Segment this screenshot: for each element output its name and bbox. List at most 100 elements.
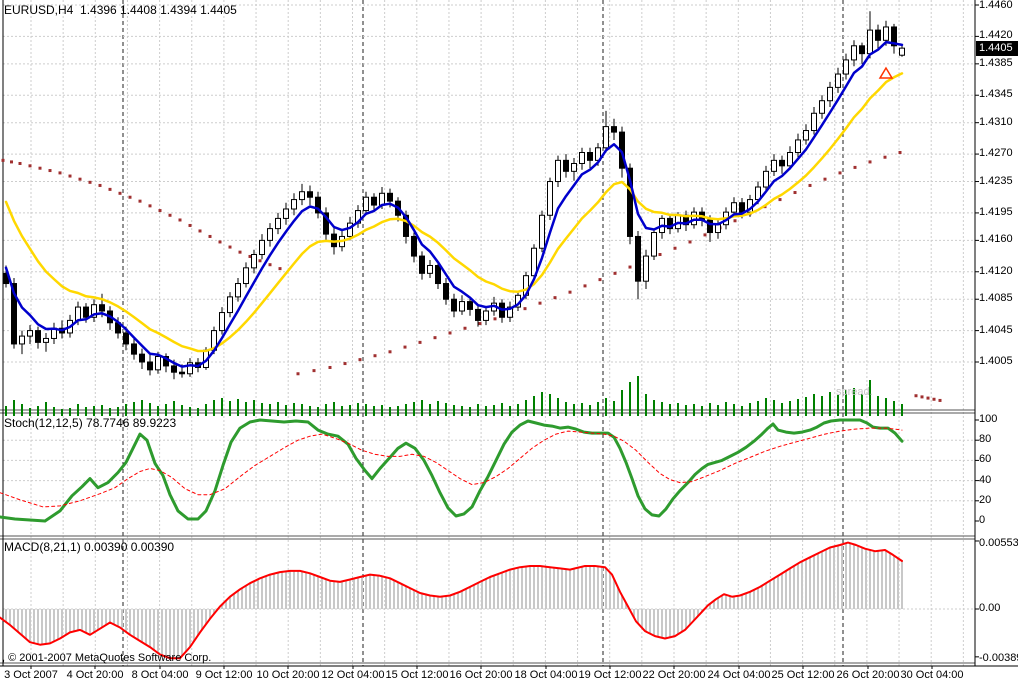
stoch-axis-label: 60 xyxy=(979,453,992,466)
macd-histogram-bar xyxy=(201,609,203,630)
sar-dots-ascending xyxy=(358,358,362,362)
macd-histogram-bar xyxy=(373,575,375,609)
candle-body xyxy=(139,353,145,363)
volume-bar xyxy=(77,404,79,416)
volume-bar xyxy=(565,402,567,416)
macd-histogram-bar xyxy=(189,609,191,648)
sar-dots-ascending xyxy=(778,198,782,202)
macd-histogram-bar xyxy=(769,580,771,609)
macd-histogram-bar xyxy=(461,590,463,609)
candle-body xyxy=(371,196,377,206)
macd-histogram-bar xyxy=(557,568,559,609)
macd-histogram-bar xyxy=(257,579,259,609)
candle-body xyxy=(627,167,633,237)
candle-body xyxy=(899,47,905,56)
volume-bar xyxy=(885,398,887,416)
candle-body xyxy=(875,29,881,41)
volume-bar xyxy=(637,376,639,416)
macd-histogram-bar xyxy=(573,568,575,609)
sar-dots-descending xyxy=(108,187,112,191)
volume-bar xyxy=(461,406,463,416)
macd-histogram-bar xyxy=(109,609,111,623)
macd-histogram-bar xyxy=(677,609,679,635)
macd-histogram-bar xyxy=(253,581,255,609)
macd-histogram-bar xyxy=(565,569,567,609)
candle-body xyxy=(843,59,849,75)
macd-histogram-bar xyxy=(449,595,451,609)
macd-histogram-bar xyxy=(173,609,175,659)
macd-histogram-bar xyxy=(325,579,327,609)
macd-histogram-bar xyxy=(497,574,499,609)
macd-histogram-bar xyxy=(133,609,135,638)
macd-histogram-bar xyxy=(773,578,775,609)
macd-histogram-bar xyxy=(777,575,779,609)
macd-histogram-bar xyxy=(697,609,699,617)
volume-bar xyxy=(293,403,295,416)
candle-body xyxy=(475,308,481,321)
macd-histogram-bar xyxy=(341,581,343,609)
sar-dots-descending xyxy=(88,180,92,184)
volume-bar xyxy=(757,401,759,416)
candle-body xyxy=(563,159,569,172)
sar-dots-descending xyxy=(148,204,152,208)
sar-dots-descending xyxy=(58,171,62,175)
candle-body xyxy=(539,214,545,249)
macd-histogram-bar xyxy=(541,566,543,609)
candle-body xyxy=(291,199,297,210)
macd-histogram-bar xyxy=(837,545,839,609)
macd-histogram-bar xyxy=(237,590,239,609)
time-axis-label: 19 Oct 12:00 xyxy=(578,669,642,681)
volume-bar xyxy=(789,401,791,416)
price-axis-label: 1.4385 xyxy=(979,56,1013,69)
macd-histogram-bar xyxy=(349,579,351,609)
macd-histogram-bar xyxy=(145,609,147,645)
volume-bar xyxy=(93,406,95,416)
volume-bar xyxy=(629,382,631,416)
stoch-axis-label: 20 xyxy=(979,493,992,506)
candle-body xyxy=(179,371,185,375)
candle-body xyxy=(387,192,393,202)
sar-dots-tail xyxy=(914,394,918,398)
macd-histogram-bar xyxy=(85,609,87,633)
macd-histogram-bar xyxy=(57,609,59,640)
volume-bar xyxy=(109,408,111,416)
macd-histogram-bar xyxy=(81,609,83,631)
macd-histogram-bar xyxy=(5,609,7,623)
macd-histogram-bar xyxy=(793,565,795,609)
sar-dots-tail xyxy=(938,398,942,402)
macd-histogram-bar xyxy=(225,600,227,609)
candle-body xyxy=(611,126,617,133)
macd-histogram-bar xyxy=(113,609,115,625)
macd-histogram-bar xyxy=(877,550,879,609)
volume-bar xyxy=(237,399,239,416)
volume-bar xyxy=(101,405,103,416)
macd-histogram-bar xyxy=(653,609,655,636)
macd-histogram-bar xyxy=(441,596,443,609)
price-axis-label: 1.4160 xyxy=(979,233,1013,246)
volume-bar xyxy=(389,407,391,416)
sar-dots-ascending xyxy=(823,177,827,181)
sar-dots-descending xyxy=(28,164,32,168)
macd-histogram-bar xyxy=(277,572,279,609)
volume-bar xyxy=(277,402,279,416)
macd-histogram-bar xyxy=(293,570,295,609)
macd-histogram-bar xyxy=(153,609,155,651)
volume-bar xyxy=(661,402,663,416)
sar-dots-descending xyxy=(118,191,122,195)
candle-body xyxy=(579,152,585,164)
sar-dots-ascending xyxy=(463,326,467,330)
macd-histogram-bar xyxy=(41,609,43,645)
volume-bar xyxy=(477,404,479,416)
macd-histogram-bar xyxy=(585,565,587,609)
volume-bar xyxy=(869,380,871,416)
candle-body xyxy=(227,296,233,314)
candle-body xyxy=(467,301,473,310)
candle-body xyxy=(819,100,825,114)
sar-dots-ascending xyxy=(838,171,842,175)
volume-bar xyxy=(493,405,495,416)
sar-dots-ascending xyxy=(373,354,377,358)
volume-bar xyxy=(677,403,679,416)
candle-body xyxy=(171,365,177,373)
macd-histogram-bar xyxy=(853,544,855,609)
